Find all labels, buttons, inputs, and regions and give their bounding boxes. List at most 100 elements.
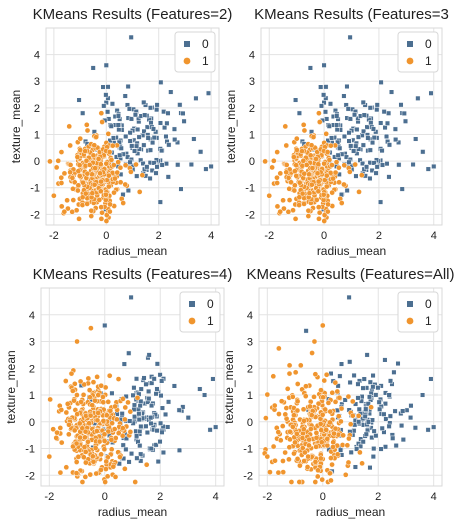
data-point-series-0 xyxy=(176,407,182,413)
data-point-series-0 xyxy=(103,62,109,68)
data-point-series-1 xyxy=(120,200,127,206)
data-point-series-1 xyxy=(286,362,293,369)
data-point-series-1 xyxy=(113,416,120,423)
data-point-series-0 xyxy=(344,83,350,90)
data-point-series-1 xyxy=(103,160,110,167)
data-point-series-1 xyxy=(301,458,308,464)
data-point-series-1 xyxy=(333,159,340,165)
data-point-series-0 xyxy=(146,352,152,358)
data-point-series-1 xyxy=(263,415,269,421)
data-point-series-1 xyxy=(83,121,90,128)
data-point-series-1 xyxy=(355,412,362,419)
data-point-series-0 xyxy=(119,411,125,417)
data-point-series-0 xyxy=(381,109,387,115)
data-point-series-1 xyxy=(275,469,282,476)
data-point-series-1 xyxy=(262,158,268,165)
x-tick-label: 4 xyxy=(208,230,214,242)
data-point-series-1 xyxy=(76,162,83,169)
data-point-series-1 xyxy=(92,397,98,404)
data-point-series-1 xyxy=(345,393,352,400)
data-point-series-1 xyxy=(308,181,315,188)
data-point-series-1 xyxy=(318,387,324,394)
legend: 01 xyxy=(397,31,439,73)
data-point-series-0 xyxy=(361,128,367,134)
data-point-series-0 xyxy=(138,451,144,457)
data-point-series-0 xyxy=(193,95,199,101)
data-point-series-0 xyxy=(151,376,157,382)
x-tick-label: 2 xyxy=(375,491,381,503)
data-point-series-0 xyxy=(128,451,135,457)
legend-marker-0 xyxy=(189,301,195,307)
data-point-series-0 xyxy=(392,408,398,414)
data-point-series-1 xyxy=(341,181,347,188)
y-tick-label: 3 xyxy=(249,76,255,88)
y-tick-label: 1 xyxy=(247,390,253,402)
data-point-series-0 xyxy=(386,110,392,116)
data-point-series-1 xyxy=(66,123,73,130)
data-point-series-0 xyxy=(378,446,384,452)
data-point-series-1 xyxy=(108,446,115,453)
data-point-series-0 xyxy=(346,294,352,300)
data-point-series-0 xyxy=(127,159,133,165)
data-point-series-1 xyxy=(105,428,112,435)
data-point-series-0 xyxy=(158,420,164,426)
data-point-series-1 xyxy=(106,208,113,215)
data-point-series-1 xyxy=(289,393,296,400)
data-point-series-1 xyxy=(288,179,294,186)
data-point-series-1 xyxy=(100,418,107,424)
data-point-series-1 xyxy=(119,425,126,432)
y-tick-label: -1 xyxy=(30,183,40,195)
data-point-series-1 xyxy=(309,350,315,356)
data-point-series-1 xyxy=(301,449,308,456)
data-point-series-1 xyxy=(307,398,314,405)
data-point-series-1 xyxy=(297,462,303,469)
data-point-series-0 xyxy=(367,105,373,111)
data-point-series-1 xyxy=(84,170,91,177)
data-point-series-1 xyxy=(314,170,321,177)
data-point-series-1 xyxy=(58,407,65,413)
data-point-series-0 xyxy=(174,139,181,145)
data-point-series-0 xyxy=(146,396,152,402)
y-tick-label: 0 xyxy=(249,156,255,168)
data-point-series-1 xyxy=(344,442,351,449)
legend-label-0: 0 xyxy=(207,297,214,311)
data-point-series-1 xyxy=(106,149,113,155)
data-point-series-1 xyxy=(280,469,287,475)
data-point-series-1 xyxy=(294,430,300,437)
data-point-series-0 xyxy=(128,34,134,40)
data-point-series-1 xyxy=(318,427,325,433)
data-point-series-0 xyxy=(355,381,361,387)
data-point-series-0 xyxy=(163,411,169,417)
data-point-series-0 xyxy=(346,159,352,165)
data-point-series-0 xyxy=(366,394,373,400)
data-point-series-0 xyxy=(138,423,144,430)
data-point-series-0 xyxy=(175,162,181,168)
data-point-series-1 xyxy=(301,127,308,134)
x-tick-label: -2 xyxy=(49,230,59,242)
data-point-series-1 xyxy=(88,325,94,331)
data-point-series-1 xyxy=(93,134,100,140)
data-point-series-0 xyxy=(123,133,129,139)
data-point-series-1 xyxy=(87,412,94,419)
data-point-series-1 xyxy=(323,426,330,433)
data-point-series-0 xyxy=(163,161,169,167)
data-point-series-1 xyxy=(329,162,335,168)
data-point-series-1 xyxy=(110,162,117,168)
data-point-series-0 xyxy=(154,102,160,108)
x-tick-label: 2 xyxy=(376,230,382,242)
data-point-series-1 xyxy=(122,162,129,169)
data-point-series-0 xyxy=(176,447,183,453)
legend-marker-0 xyxy=(407,41,413,47)
data-point-series-1 xyxy=(122,416,128,423)
data-point-series-1 xyxy=(359,460,365,467)
data-point-series-1 xyxy=(71,427,78,434)
data-point-series-1 xyxy=(296,179,303,186)
data-point-series-0 xyxy=(157,199,163,205)
data-point-series-0 xyxy=(153,170,159,176)
y-tick-label: 4 xyxy=(249,50,255,62)
data-point-series-0 xyxy=(382,444,389,450)
data-point-series-1 xyxy=(276,411,282,417)
data-point-series-1 xyxy=(92,165,99,172)
data-point-series-0 xyxy=(376,399,382,405)
